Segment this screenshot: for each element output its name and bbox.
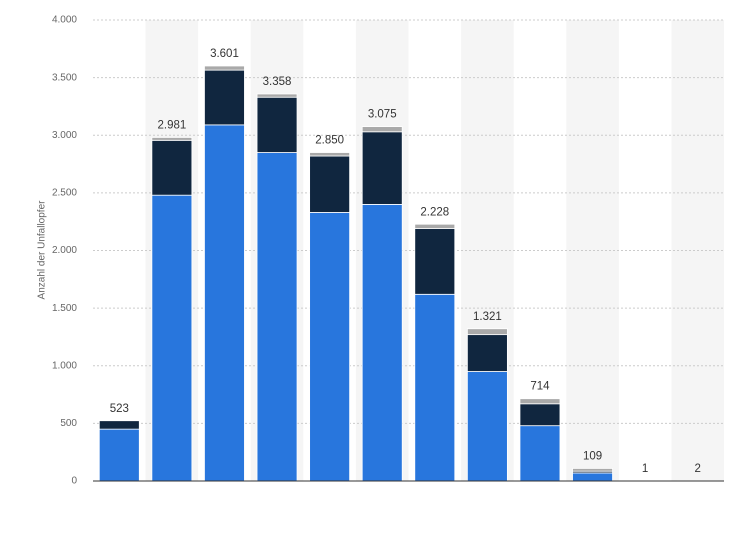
total-label: 2 bbox=[695, 463, 701, 475]
bar-segment bbox=[98, 428, 140, 482]
y-tick-label: 2.500 bbox=[52, 188, 77, 199]
bar-segment bbox=[519, 425, 561, 482]
bar-segment bbox=[572, 472, 613, 482]
bar-segment bbox=[572, 468, 613, 472]
bar-segment bbox=[466, 328, 508, 336]
bar-segment bbox=[414, 223, 456, 230]
bar-segment bbox=[204, 65, 245, 71]
total-label: 3.358 bbox=[263, 76, 292, 88]
y-tick-label: 2.000 bbox=[52, 245, 77, 256]
bar-segment bbox=[414, 228, 456, 295]
bar-segment bbox=[204, 124, 245, 482]
bar-segment bbox=[204, 69, 245, 126]
bar-segment bbox=[466, 371, 508, 482]
total-label: 714 bbox=[530, 381, 550, 393]
bar-segment bbox=[361, 203, 403, 482]
bar-segment bbox=[466, 334, 508, 372]
bar-segment bbox=[151, 139, 193, 196]
y-tick-label: 1.500 bbox=[52, 303, 77, 314]
total-label: 523 bbox=[110, 403, 129, 415]
bar-segment bbox=[98, 420, 140, 430]
bar-segment bbox=[151, 194, 193, 482]
bar-segment bbox=[361, 126, 403, 133]
y-tick-label: 3.000 bbox=[52, 130, 77, 141]
y-tick-label: 500 bbox=[60, 418, 77, 429]
y-tick-label: 0 bbox=[71, 476, 77, 487]
y-axis-label: Anzahl der Unfallopfer bbox=[37, 200, 48, 300]
total-label: 3.601 bbox=[210, 48, 239, 60]
total-label: 3.075 bbox=[368, 109, 397, 121]
bar-segment bbox=[414, 293, 456, 482]
bar-segment bbox=[256, 96, 298, 153]
y-tick-label: 3.500 bbox=[52, 72, 77, 83]
total-label: 2.228 bbox=[420, 206, 449, 218]
bar-segment bbox=[519, 398, 561, 405]
bar-segment bbox=[256, 152, 298, 482]
bar-segment bbox=[309, 212, 351, 482]
y-tick-label: 1.000 bbox=[52, 360, 77, 371]
bar-segment bbox=[519, 403, 561, 427]
total-label: 1 bbox=[642, 463, 648, 475]
bar-segment bbox=[256, 93, 298, 98]
bar-segment bbox=[309, 155, 351, 213]
total-label: 2.981 bbox=[157, 119, 186, 131]
total-label: 2.850 bbox=[315, 135, 344, 147]
total-label: 1.321 bbox=[473, 311, 502, 323]
total-label: 109 bbox=[583, 450, 602, 462]
bar-segment bbox=[309, 152, 351, 157]
y-tick-label: 4.000 bbox=[52, 15, 77, 26]
bar-segment bbox=[151, 137, 193, 141]
bar-segment bbox=[361, 131, 403, 205]
